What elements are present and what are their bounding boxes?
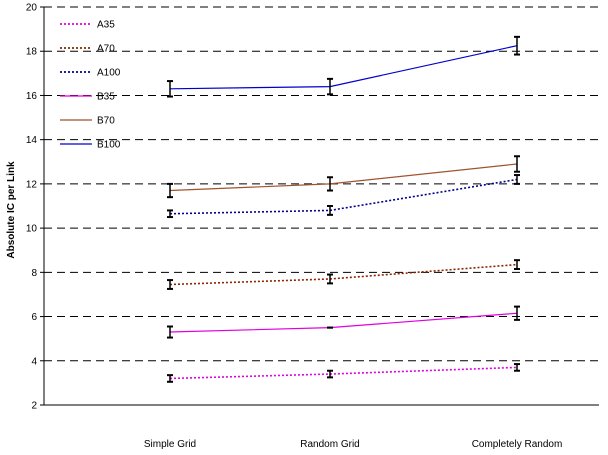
y-tick-label: 2 [31,401,37,412]
error-bar-a100 [167,209,173,219]
legend-label: A70 [97,44,115,55]
y-tick-label: 18 [26,47,38,58]
series-line-a35 [169,366,518,380]
series-line-b100 [169,45,518,90]
legend-label: B70 [97,116,115,127]
error-bar-a70 [514,259,520,271]
error-bar-b70 [514,155,520,173]
error-bar-a35 [514,363,520,372]
series-line-b70 [169,163,518,192]
legend-label: B35 [97,92,115,103]
legend-item-a100: A100 [60,68,121,79]
error-bar-b100 [327,77,333,96]
error-bar-a35 [167,374,173,383]
legend-label: A100 [97,68,121,79]
y-tick-label: 20 [26,3,38,14]
error-bars [167,35,520,383]
error-bar-b70 [327,176,333,192]
error-bar-a70 [167,279,173,290]
error-bar-a35 [327,369,333,379]
axes: 2 4 6 8 10 12 14 16 18 20 Simple Grid Random Grid Co… [26,3,599,450]
y-tick-label: 10 [26,224,38,235]
series-line-a100 [169,178,518,215]
legend-item-a70: A70 [60,44,115,55]
x-category-label: Random Grid [300,439,359,450]
y-tick-label: 6 [31,312,37,323]
x-category-label: Simple Grid [144,439,196,450]
legend-item-b70: B70 [60,116,115,127]
error-bar-b100 [167,80,173,98]
legend-label: A35 [97,20,115,31]
y-tick-label: 4 [31,356,37,367]
legend-label: B100 [97,140,121,151]
error-bar-b35 [514,305,520,321]
x-category-label: Completely Random [472,439,563,450]
y-tick-label: 16 [26,91,38,102]
error-bar-a100 [327,205,333,216]
y-tick-label: 8 [31,268,37,279]
legend-item-b100: B100 [60,140,121,151]
legend-item-a35: A35 [60,20,115,31]
error-bar-a100 [514,174,520,185]
y-tick-label: 12 [26,179,38,190]
error-bar-b70 [167,182,173,199]
y-tick-label: 14 [26,135,38,146]
error-bar-b100 [514,35,520,56]
series-line-a70 [169,263,518,286]
legend: A35 A70 A100 B35 B70 B100 [60,20,121,151]
error-bar-a70 [327,273,333,285]
error-bar-b35 [167,325,173,339]
legend-item-b35: B35 [60,92,115,103]
y-axis-title: Absolute IC per Link [6,161,17,259]
